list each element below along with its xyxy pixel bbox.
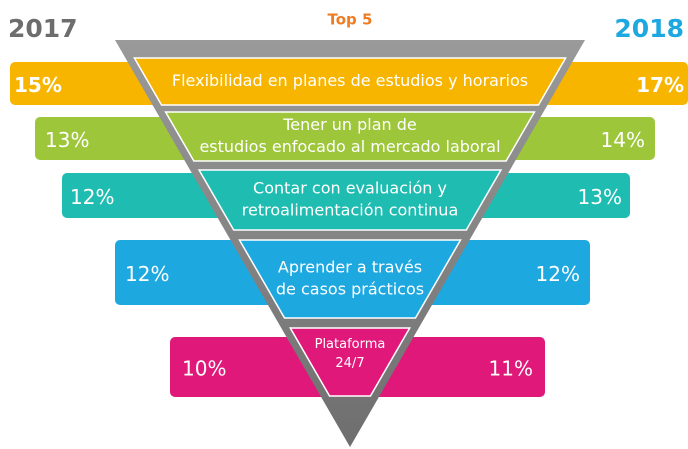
funnel-segment: [238, 239, 462, 319]
item-label: retroalimentación continua: [242, 201, 459, 220]
year-right: 2018: [614, 14, 684, 43]
value-right: 13%: [578, 185, 622, 209]
year-left: 2017: [8, 14, 78, 43]
item-label: de casos prácticos: [276, 280, 424, 299]
item-label: Tener un plan de: [282, 115, 417, 134]
value-left: 15%: [14, 73, 62, 97]
value-left: 12%: [125, 262, 169, 286]
item-label: estudios enfocado al mercado laboral: [199, 137, 500, 156]
value-right: 14%: [601, 128, 645, 152]
title: Top 5: [328, 11, 373, 29]
value-left: 10%: [182, 357, 226, 381]
item-label: 24/7: [335, 356, 364, 371]
item-label: Plataforma: [315, 337, 386, 352]
funnel-segment: [133, 57, 567, 106]
item-label: Aprender a través: [278, 258, 422, 277]
item-label: Flexibilidad en planes de estudios y hor…: [172, 71, 528, 90]
value-right: 12%: [536, 262, 580, 286]
value-left: 13%: [45, 128, 89, 152]
funnel-segment: [164, 111, 536, 162]
funnel-segment: [197, 169, 503, 231]
value-left: 12%: [70, 185, 114, 209]
value-right: 17%: [636, 73, 684, 97]
value-right: 11%: [489, 357, 533, 381]
funnel-segment: [288, 327, 412, 397]
item-label: Contar con evaluación y: [253, 179, 447, 198]
